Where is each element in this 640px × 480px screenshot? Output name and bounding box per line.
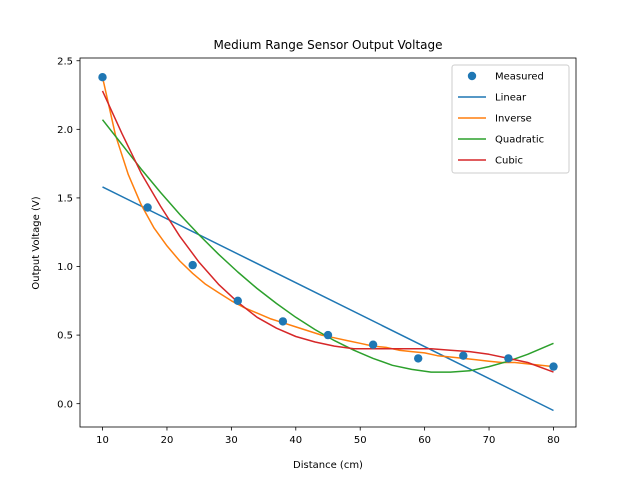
measured-point bbox=[368, 340, 378, 349]
plot-area bbox=[98, 73, 558, 412]
y-tick-label: 1.5 bbox=[57, 194, 73, 205]
x-tick-label: 60 bbox=[418, 435, 431, 446]
y-tick-label: 0.0 bbox=[57, 399, 73, 410]
x-tick-label: 50 bbox=[354, 435, 367, 446]
measured-point bbox=[143, 203, 152, 212]
chart-title: Medium Range Sensor Output Voltage bbox=[213, 38, 442, 52]
measured-point bbox=[504, 354, 513, 363]
x-tick-label: 10 bbox=[96, 435, 109, 446]
fit-line-cubic bbox=[101, 90, 554, 373]
measured-point bbox=[549, 362, 558, 371]
x-tick-label: 70 bbox=[483, 435, 496, 446]
y-tick-label: 1.0 bbox=[57, 262, 73, 273]
x-tick-label: 20 bbox=[161, 435, 174, 446]
axes-frame bbox=[79, 57, 577, 428]
y-axis-label: Output Voltage (V) bbox=[31, 196, 42, 289]
x-tick-label: 80 bbox=[547, 435, 560, 446]
legend-box bbox=[451, 64, 570, 174]
legend-label-linear: Linear bbox=[495, 93, 527, 104]
measured-point bbox=[233, 296, 242, 305]
measured-point bbox=[459, 351, 468, 360]
measured-point bbox=[323, 330, 333, 340]
legend-label-cubic: Cubic bbox=[495, 156, 523, 167]
legend-marker-measured bbox=[467, 71, 477, 81]
x-axis-label: Distance (cm) bbox=[293, 460, 363, 471]
fit-line-linear bbox=[102, 186, 554, 412]
legend-label-inverse: Inverse bbox=[495, 114, 532, 125]
measured-point bbox=[414, 354, 423, 363]
x-tick-label: 30 bbox=[225, 435, 238, 446]
axes: 10 20 30 40 50 60 70 80 0.0 0.5 1.0 1.5 2.0 2.5 bbox=[57, 56, 577, 446]
measured-point bbox=[188, 260, 197, 270]
measured-point bbox=[98, 73, 107, 82]
y-tick-label: 0.5 bbox=[57, 331, 73, 342]
legend: Measured Linear Inverse Quadratic Cubic bbox=[451, 64, 570, 174]
legend-label-quadratic: Quadratic bbox=[495, 135, 544, 146]
legend-label-measured: Measured bbox=[495, 72, 544, 83]
measured-point bbox=[278, 317, 288, 326]
x-tick-label: 40 bbox=[289, 435, 302, 446]
y-tick-label: 2.0 bbox=[57, 125, 73, 136]
y-tick-label: 2.5 bbox=[57, 56, 73, 67]
